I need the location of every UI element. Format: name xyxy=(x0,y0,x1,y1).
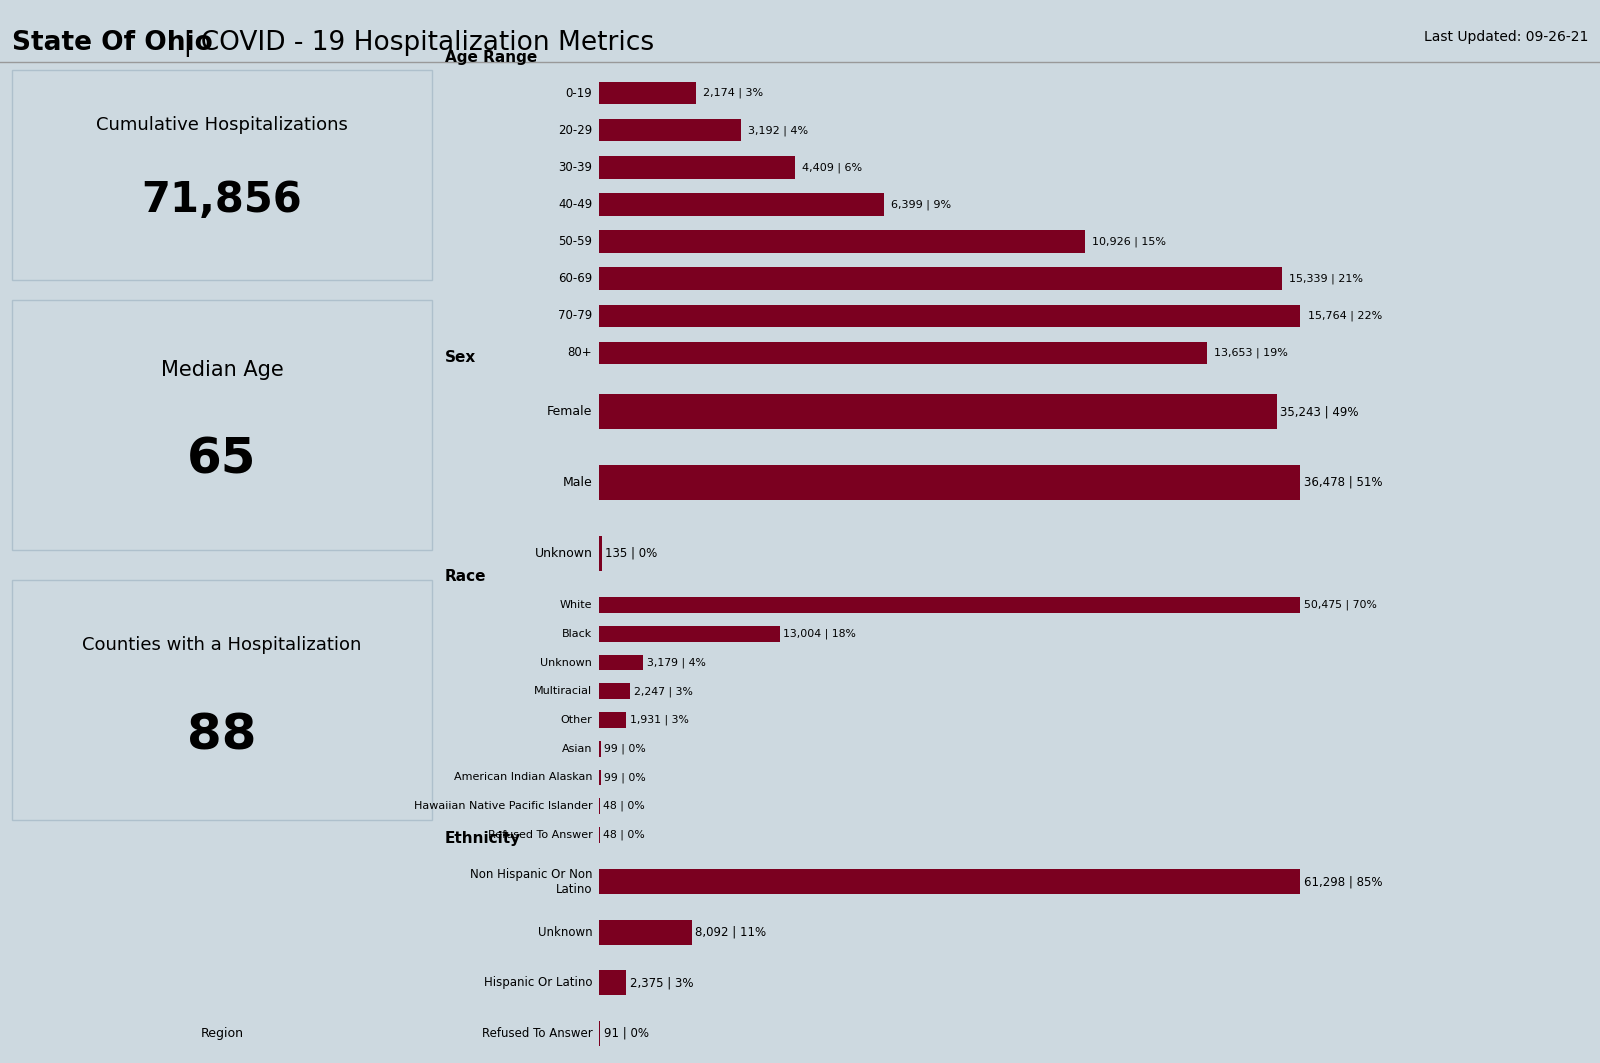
Text: Black: Black xyxy=(562,629,592,639)
Text: Male: Male xyxy=(563,476,592,489)
Text: 3,192 | 4%: 3,192 | 4% xyxy=(749,125,808,136)
Bar xyxy=(600,193,883,216)
Text: Ethnicity: Ethnicity xyxy=(445,831,522,846)
Text: Race: Race xyxy=(445,569,486,584)
Text: 13,004 | 18%: 13,004 | 18% xyxy=(784,628,856,639)
Text: 36,478 | 51%: 36,478 | 51% xyxy=(1304,476,1382,489)
Text: 71,856: 71,856 xyxy=(142,179,302,221)
Bar xyxy=(13,300,432,550)
Bar xyxy=(600,268,1282,290)
Text: 91 | 0%: 91 | 0% xyxy=(603,1027,650,1040)
Text: 3,179 | 4%: 3,179 | 4% xyxy=(646,657,706,668)
Text: Age Range: Age Range xyxy=(445,50,538,66)
Text: 60-69: 60-69 xyxy=(558,272,592,285)
Text: Last Updated: 09-26-21: Last Updated: 09-26-21 xyxy=(1424,30,1587,44)
Bar xyxy=(600,919,691,945)
Text: 50,475 | 70%: 50,475 | 70% xyxy=(1304,600,1378,610)
Text: Unknown: Unknown xyxy=(541,658,592,668)
Text: 15,764 | 22%: 15,764 | 22% xyxy=(1307,310,1382,321)
Text: 6,399 | 9%: 6,399 | 9% xyxy=(891,199,950,209)
Text: 48 | 0%: 48 | 0% xyxy=(603,800,645,811)
Text: Unknown: Unknown xyxy=(538,926,592,939)
Bar xyxy=(600,156,795,179)
Text: 10,926 | 15%: 10,926 | 15% xyxy=(1093,236,1166,247)
Bar xyxy=(600,305,1301,326)
Text: Hawaiian Native Pacific Islander: Hawaiian Native Pacific Islander xyxy=(414,802,592,811)
Text: 30-39: 30-39 xyxy=(558,161,592,174)
Text: 135 | 0%: 135 | 0% xyxy=(605,546,658,560)
Text: 0-19: 0-19 xyxy=(565,87,592,100)
Text: 1,931 | 3%: 1,931 | 3% xyxy=(630,714,688,725)
Text: Refused To Answer: Refused To Answer xyxy=(482,1027,592,1040)
Bar xyxy=(600,394,1277,429)
Text: 88: 88 xyxy=(187,711,256,759)
Text: 35,243 | 49%: 35,243 | 49% xyxy=(1280,405,1358,418)
Bar xyxy=(600,465,1301,501)
Text: 4,409 | 6%: 4,409 | 6% xyxy=(803,163,862,172)
Text: 65: 65 xyxy=(187,436,256,484)
Text: 2,247 | 3%: 2,247 | 3% xyxy=(634,686,693,696)
Text: | COVID - 19 Hospitalization Metrics: | COVID - 19 Hospitalization Metrics xyxy=(174,30,654,57)
Text: 15,339 | 21%: 15,339 | 21% xyxy=(1288,273,1363,284)
Bar xyxy=(13,580,432,820)
Text: 99 | 0%: 99 | 0% xyxy=(605,743,646,754)
Bar xyxy=(600,536,602,571)
Bar xyxy=(600,341,1206,364)
Bar xyxy=(600,626,779,642)
Bar xyxy=(600,231,1085,253)
Text: State Of Ohio: State Of Ohio xyxy=(13,30,213,56)
Text: Region: Region xyxy=(200,1027,243,1040)
Text: Unknown: Unknown xyxy=(534,546,592,560)
Text: Hispanic Or Latino: Hispanic Or Latino xyxy=(483,976,592,990)
Text: Median Age: Median Age xyxy=(160,360,283,379)
Text: 2,174 | 3%: 2,174 | 3% xyxy=(702,88,763,99)
Text: Non Hispanic Or Non
Latino: Non Hispanic Or Non Latino xyxy=(470,867,592,895)
Text: Counties with a Hospitalization: Counties with a Hospitalization xyxy=(82,636,362,654)
Text: 80+: 80+ xyxy=(568,347,592,359)
Bar xyxy=(600,655,643,671)
Text: 40-49: 40-49 xyxy=(558,198,592,210)
Bar xyxy=(600,712,626,728)
Text: 13,653 | 19%: 13,653 | 19% xyxy=(1213,348,1288,358)
Text: White: White xyxy=(560,601,592,610)
Bar xyxy=(600,868,1301,894)
Text: Female: Female xyxy=(547,405,592,418)
Text: 61,298 | 85%: 61,298 | 85% xyxy=(1304,875,1382,888)
Text: Other: Other xyxy=(560,715,592,725)
Bar xyxy=(13,70,432,280)
Bar xyxy=(600,119,741,141)
Bar xyxy=(600,82,696,104)
Text: 2,375 | 3%: 2,375 | 3% xyxy=(630,976,693,990)
Bar xyxy=(600,684,630,699)
Bar xyxy=(600,971,627,995)
Text: 70-79: 70-79 xyxy=(558,309,592,322)
Text: Cumulative Hospitalizations: Cumulative Hospitalizations xyxy=(96,116,347,134)
Text: 99 | 0%: 99 | 0% xyxy=(605,772,646,782)
Text: 48 | 0%: 48 | 0% xyxy=(603,829,645,840)
Text: 50-59: 50-59 xyxy=(558,235,592,248)
Bar xyxy=(600,597,1301,613)
Text: Sex: Sex xyxy=(445,351,477,366)
Text: American Indian Alaskan: American Indian Alaskan xyxy=(454,773,592,782)
Text: Refused To Answer: Refused To Answer xyxy=(488,830,592,840)
Text: 20-29: 20-29 xyxy=(558,123,592,137)
Text: Asian: Asian xyxy=(562,744,592,754)
Text: Multiracial: Multiracial xyxy=(534,687,592,696)
Text: 8,092 | 11%: 8,092 | 11% xyxy=(696,926,766,939)
